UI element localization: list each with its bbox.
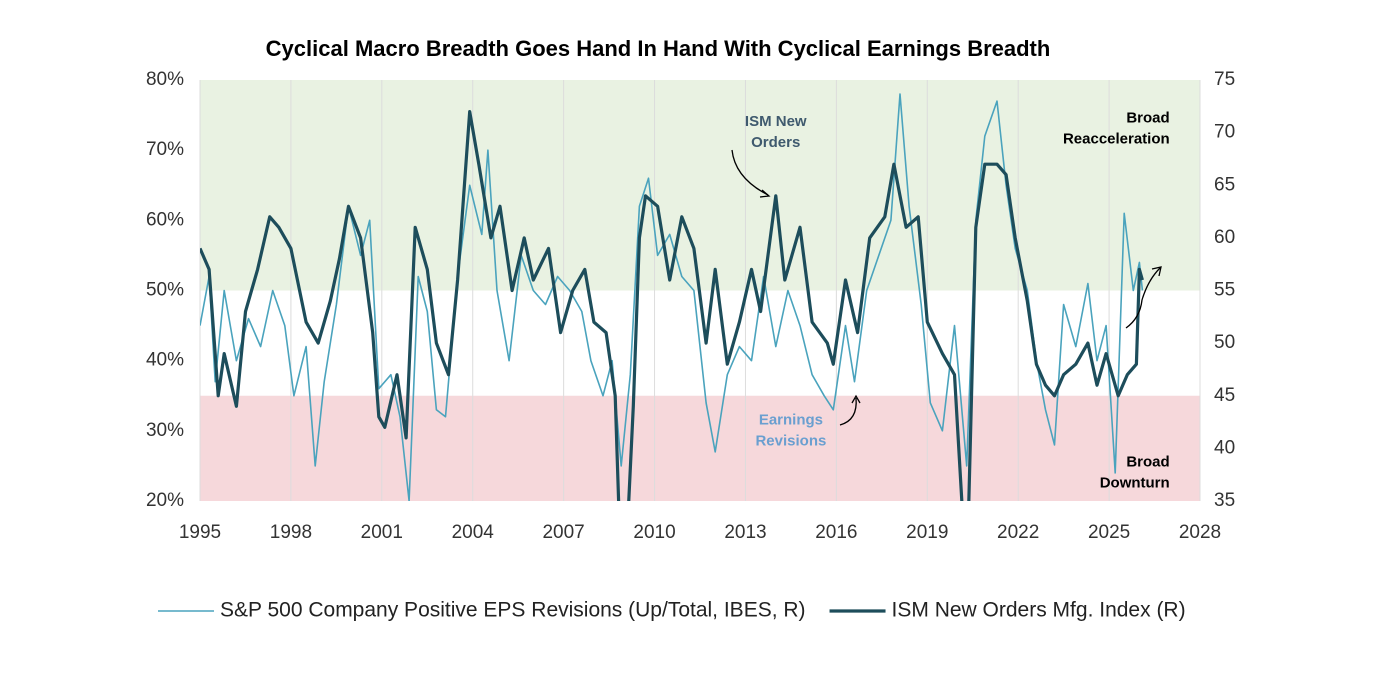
- band: [200, 80, 1200, 291]
- bands: [200, 80, 1200, 501]
- series-line: [200, 110, 1144, 501]
- arrow: [731, 149, 769, 196]
- y-tick-label: 50%: [146, 280, 184, 301]
- annotation: Earnings: [759, 411, 823, 428]
- y-tick-label: 80%: [146, 69, 184, 90]
- legend-label: S&P 500 Company Positive EPS Revisions (…: [220, 599, 806, 622]
- x-tick-label: 2004: [452, 522, 495, 543]
- band: [200, 395, 1200, 501]
- x-tick-label: 2025: [1088, 522, 1130, 543]
- arrow: [839, 397, 857, 426]
- y2-tick-label: 45: [1214, 385, 1235, 406]
- annotation: Broad: [1126, 110, 1169, 127]
- annotation: ISM New: [745, 113, 807, 130]
- x-tick-label: 2013: [724, 522, 766, 543]
- x-tick-label: 2028: [1179, 522, 1221, 543]
- annotation: Downturn: [1100, 474, 1170, 491]
- annotation: Orders: [751, 134, 800, 151]
- y2-tick-label: 60: [1214, 227, 1235, 248]
- arrow-head: [851, 394, 861, 404]
- x-tick-label: 2019: [906, 522, 948, 543]
- arrow-head: [759, 189, 771, 198]
- x-tick-label: 1995: [179, 522, 221, 543]
- y-tick-label: 70%: [146, 139, 184, 160]
- y2-tick-label: 70: [1214, 122, 1235, 143]
- y-tick-label: 20%: [146, 490, 184, 511]
- annotation: Reacceleration: [1063, 131, 1170, 148]
- arrow-head: [1151, 266, 1162, 277]
- y-tick-label: 30%: [146, 420, 184, 441]
- annotation: Revisions: [755, 432, 826, 449]
- chart-title: Cyclical Macro Breadth Goes Hand In Hand…: [266, 36, 1051, 61]
- legend: S&P 500 Company Positive EPS Revisions (…: [158, 599, 1186, 622]
- arrows: [731, 149, 1162, 426]
- x-tick-label: 2016: [815, 522, 857, 543]
- y2-tick-label: 75: [1214, 69, 1235, 90]
- y2-tick-label: 40: [1214, 437, 1235, 458]
- x-tick-label: 2022: [997, 522, 1039, 543]
- x-tick-label: 2010: [633, 522, 675, 543]
- annotation: Broad: [1126, 453, 1169, 470]
- x-tick-label: 2007: [542, 522, 584, 543]
- y2-tick-label: 35: [1214, 490, 1235, 511]
- x-tick-label: 1998: [270, 522, 312, 543]
- x-tick-label: 2001: [361, 522, 403, 543]
- y-tick-label: 60%: [146, 209, 184, 230]
- y2-tick-label: 55: [1214, 280, 1235, 301]
- y-tick-label: 40%: [146, 350, 184, 371]
- y2-tick-label: 50: [1214, 332, 1235, 353]
- lines: [200, 93, 1144, 501]
- arrow: [1125, 267, 1161, 329]
- legend-label: ISM New Orders Mfg. Index (R): [892, 599, 1186, 622]
- labels: 1995 1998 2001 2004 2007 2010 2013 2016 2019 2022…: [146, 69, 1235, 543]
- y2-tick-label: 65: [1214, 174, 1235, 195]
